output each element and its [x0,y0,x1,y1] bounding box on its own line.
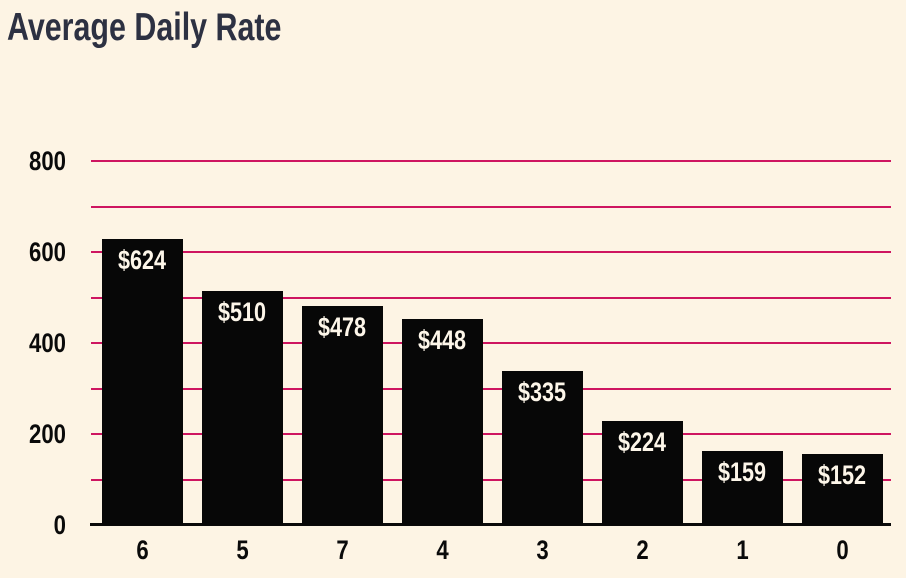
gridline-300 [91,388,891,390]
x-axis-line [90,523,891,526]
x-axis-tick-label: 0 [836,535,849,565]
gridline-600 [91,251,891,253]
x-axis-tick-label: 7 [336,535,349,565]
x-axis-tick-label: 4 [436,535,449,565]
x-axis-tick-label: 2 [636,535,649,565]
bar-6: $624 [102,239,183,525]
bar-value-label: $448 [418,325,467,355]
x-axis-tick-label: 5 [236,535,249,565]
bar-value-label: $152 [818,460,867,490]
bar-value-label: $624 [118,245,167,275]
x-axis-tick-label: 1 [736,535,749,565]
bar-5: $510 [202,291,283,525]
y-axis-tick-label: 0 [53,510,66,540]
gridline-700 [91,206,891,208]
gridline-500 [91,297,891,299]
y-axis-tick-label: 200 [29,419,66,449]
bar-0: $152 [802,454,883,525]
y-axis-tick-label: 600 [29,237,66,267]
bar-value-label: $224 [618,427,667,457]
y-axis-tick-label: 400 [29,328,66,358]
y-axis-tick-label: 800 [29,146,66,176]
bar-1: $159 [702,451,783,525]
bar-3: $335 [502,371,583,525]
bar-7: $478 [302,306,383,525]
chart-title: Average Daily Rate [7,6,282,49]
gridline-800 [91,160,891,162]
gridline-200 [91,433,891,435]
x-axis-tick-label: 3 [536,535,549,565]
gridline-100 [91,479,891,481]
bar-value-label: $478 [318,312,367,342]
bar-4: $448 [402,319,483,525]
bar-2: $224 [602,421,683,525]
bar-value-label: $510 [218,297,267,327]
bar-value-label: $159 [718,457,767,487]
bar-value-label: $335 [518,377,567,407]
x-axis-tick-label: 6 [136,535,149,565]
gridline-400 [91,342,891,344]
